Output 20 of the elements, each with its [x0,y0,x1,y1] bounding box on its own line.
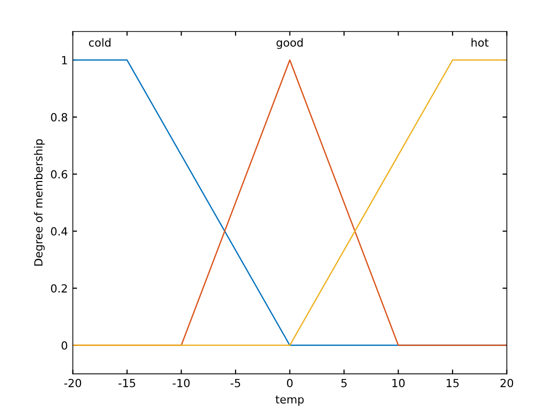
series-label: hot [472,38,489,47]
series-label: cold [89,38,110,47]
x-axis-title: temp [276,396,304,406]
y-tick-label: 0 [62,341,68,350]
y-axis-title: Degree of membership [34,139,45,266]
y-tick-label: 0.4 [51,227,68,236]
y-tick-label: 0.8 [51,113,68,122]
x-tick-label: -15 [118,379,136,388]
x-tick-label: 15 [446,379,459,388]
x-tick-label: -5 [230,379,240,388]
y-tick-label: 0.2 [51,284,67,293]
y-tick-label: 0.6 [51,170,68,179]
x-tick-label: 0 [287,378,293,388]
series-label: good [276,38,303,49]
x-tick-label: 10 [392,378,405,388]
x-tick-label: 20 [500,378,514,388]
x-tick-label: 5 [341,379,347,388]
x-tick-label: -20 [64,378,82,388]
x-tick-label: -10 [172,378,190,388]
y-tick-label: 1 [62,56,67,64]
